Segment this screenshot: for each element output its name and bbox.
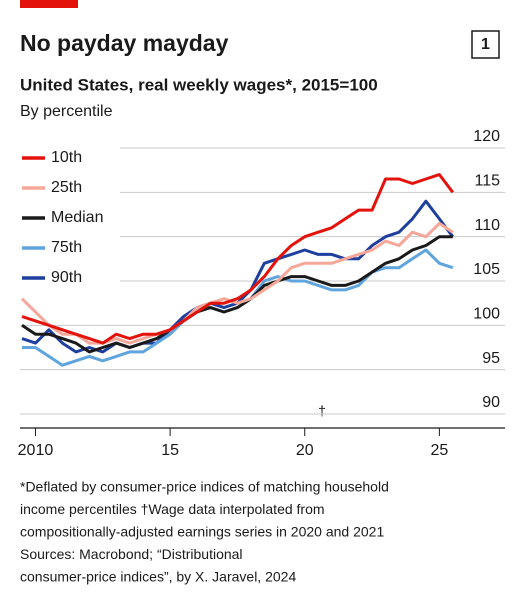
y-tick-label: 105 [473,261,500,278]
chart-subtitle: By percentile [20,103,113,120]
footnote: *Deflated by consumer-price indices of m… [20,479,389,495]
legend-label: 90th [51,269,82,286]
footnote: income percentiles †Wage data interpolat… [20,501,325,517]
x-tick-label: 20 [296,442,314,459]
y-tick-label: 95 [482,350,500,367]
legend-label: Median [51,209,103,226]
x-tick-label: 25 [430,442,448,459]
y-tick-label: 110 [474,217,500,234]
data-line [20,221,454,345]
page-title: No payday mayday [20,30,229,56]
x-tick-label: 15 [161,442,179,459]
annotation: † [318,403,326,419]
data-line [21,235,453,354]
footnote: Sources: Macrobond; “Distributional [20,546,243,562]
brand-bar [20,0,78,8]
chart-number: 1 [481,36,490,53]
footnote: compositionally-adjusted earnings series… [20,524,384,540]
y-tick-label: 90 [482,394,500,411]
y-tick-label: 115 [474,173,500,190]
x-tick-label: 2010 [18,442,54,459]
y-tick-label: 100 [473,306,500,323]
chart-title: United States, real weekly wages*, 2015=… [20,75,378,94]
legend-label: 10th [51,149,82,166]
y-tick-label: 120 [473,128,500,145]
legend-label: 25th [51,179,82,196]
data-line [21,173,454,345]
legend-label: 75th [51,239,82,256]
footnote: consumer-price indices”, by X. Jaravel, … [20,569,296,585]
number-box [471,30,500,59]
